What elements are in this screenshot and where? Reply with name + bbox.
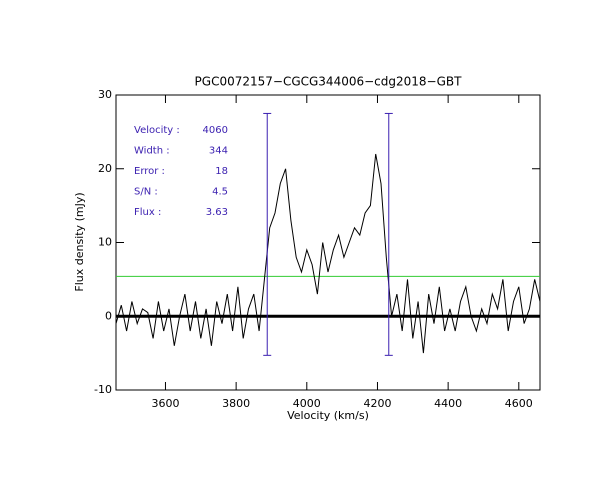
plot-frame — [115, 94, 541, 391]
annotation-label: Error : — [134, 166, 165, 177]
annotation-value: 4.5 — [212, 187, 228, 198]
x-tick-label: 4000 — [293, 397, 321, 410]
spectrum-line — [115, 153, 541, 354]
x-tick-label: 4400 — [434, 397, 462, 410]
x-tick-label: 3800 — [222, 397, 250, 410]
annotation-value: 3.63 — [206, 207, 228, 218]
y-tick-label: 30 — [98, 88, 112, 101]
annotation-value: 4060 — [203, 125, 228, 136]
chart-title: PGC0072157−CGCG344006−cdg2018−GBT — [195, 75, 463, 89]
annotation-value: 18 — [215, 166, 228, 177]
x-tick-label: 4200 — [363, 397, 391, 410]
x-axis-label: Velocity (km/s) — [287, 409, 369, 422]
annotation-label: Velocity : — [134, 125, 180, 136]
annotation-label: Width : — [134, 146, 170, 157]
y-tick-label: 20 — [98, 162, 112, 175]
y-tick-label: -10 — [94, 383, 112, 396]
annotation-label: S/N : — [134, 187, 158, 198]
y-tick-label: 10 — [98, 236, 112, 249]
y-axis-label: Flux density (mJy) — [73, 192, 86, 291]
annotation-value: 344 — [209, 146, 228, 157]
x-tick-label: 3600 — [151, 397, 179, 410]
annotation-label: Flux : — [134, 207, 161, 218]
x-tick-label: 4600 — [505, 397, 533, 410]
y-tick-label: 0 — [105, 309, 112, 322]
